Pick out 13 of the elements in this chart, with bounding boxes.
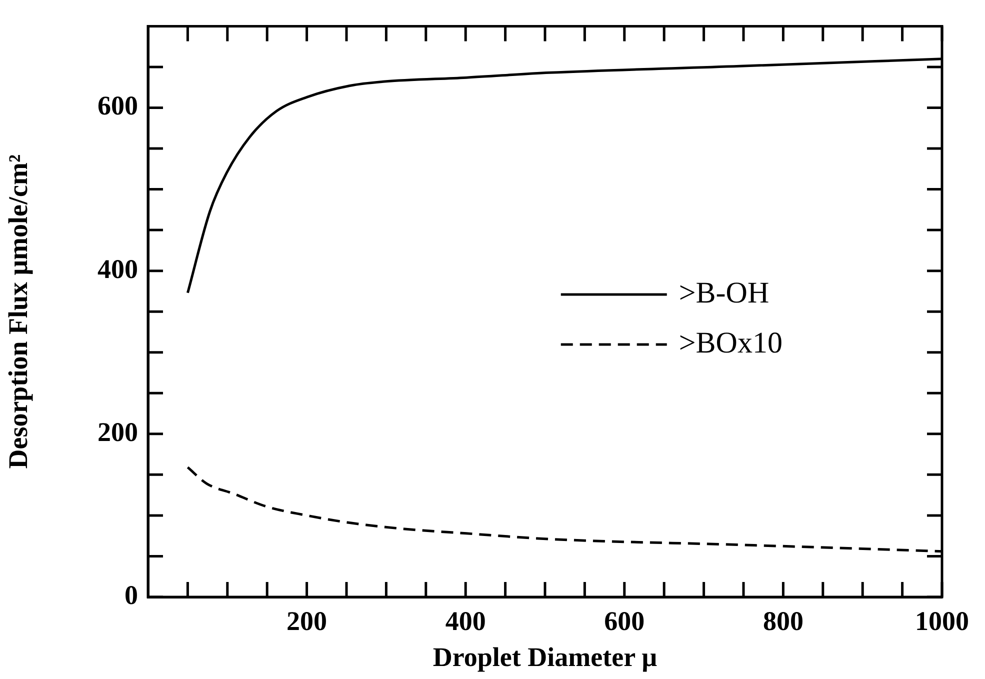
y-tick-label: 600 [98,90,138,121]
legend-label: >B-OH [678,276,770,310]
y-tick-label: 400 [98,254,138,284]
x-tick-label: 400 [445,606,486,636]
x-tick-label: 200 [286,606,328,636]
y-axis-title: Desorption Flux μmole/cm² [3,154,34,469]
x-axis-title: Droplet Diameter μ [432,642,658,672]
x-tick-label: 800 [762,606,804,636]
x-tick-label: 1000 [915,606,969,636]
y-tick-label: 0 [124,580,138,610]
x-tick-label: 600 [604,606,645,636]
legend-label: >BOx10 [678,326,782,360]
y-tick-label: 200 [98,416,138,447]
